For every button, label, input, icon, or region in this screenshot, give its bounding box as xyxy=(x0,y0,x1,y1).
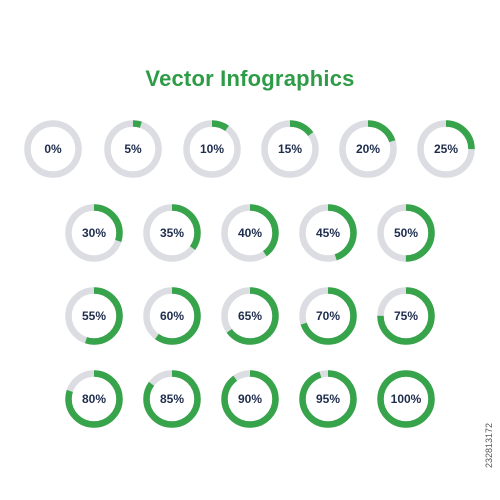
ring-progress-arc xyxy=(261,120,319,178)
ring-label: 15% xyxy=(278,142,302,156)
page-title: Vector Infographics xyxy=(145,66,355,91)
ring-track xyxy=(24,120,82,178)
progress-ring-10: 10% xyxy=(183,120,241,178)
progress-ring-45: 45% xyxy=(299,204,357,262)
ring-progress-arc xyxy=(143,287,201,345)
progress-ring-100: 100% xyxy=(377,370,435,428)
ring-label: 60% xyxy=(160,309,184,323)
ring-label: 75% xyxy=(394,309,418,323)
ring-progress-arc xyxy=(377,370,435,428)
ring-progress-arc xyxy=(299,204,357,262)
progress-ring-25: 25% xyxy=(417,120,475,178)
ring-progress-arc xyxy=(143,370,201,428)
ring-label: 50% xyxy=(394,226,418,240)
ring-progress-arc xyxy=(339,120,397,178)
ring-label: 10% xyxy=(200,142,224,156)
ring-progress-arc xyxy=(377,287,435,345)
ring-label: 90% xyxy=(238,392,262,406)
ring-progress-arc xyxy=(221,370,279,428)
ring-label: 0% xyxy=(44,142,62,156)
progress-ring-15: 15% xyxy=(261,120,319,178)
progress-ring-85: 85% xyxy=(143,370,201,428)
progress-ring-50: 50% xyxy=(377,204,435,262)
progress-ring-20: 20% xyxy=(339,120,397,178)
progress-ring-30: 30% xyxy=(65,204,123,262)
ring-progress-arc xyxy=(417,120,475,178)
ring-label: 20% xyxy=(356,142,380,156)
ring-label: 100% xyxy=(391,392,422,406)
ring-label: 35% xyxy=(160,226,184,240)
ring-label: 5% xyxy=(124,142,142,156)
ring-progress-arc xyxy=(221,287,279,345)
progress-ring-75: 75% xyxy=(377,287,435,345)
ring-progress-arc xyxy=(65,287,123,345)
ring-progress-arc xyxy=(65,370,123,428)
ring-label: 80% xyxy=(82,392,106,406)
progress-ring-90: 90% xyxy=(221,370,279,428)
ring-label: 65% xyxy=(238,309,262,323)
progress-ring-40: 40% xyxy=(221,204,279,262)
ring-progress-arc xyxy=(183,120,241,178)
ring-progress-arc xyxy=(221,204,279,262)
progress-ring-95: 95% xyxy=(299,370,357,428)
progress-ring-60: 60% xyxy=(143,287,201,345)
stock-id-text: 232813172 xyxy=(484,422,494,468)
progress-ring-55: 55% xyxy=(65,287,123,345)
ring-label: 45% xyxy=(316,226,340,240)
ring-progress-arc xyxy=(299,370,357,428)
ring-label: 55% xyxy=(82,309,106,323)
ring-label: 25% xyxy=(434,142,458,156)
ring-label: 95% xyxy=(316,392,340,406)
progress-ring-5: 5% xyxy=(104,120,162,178)
ring-label: 85% xyxy=(160,392,184,406)
ring-progress-arc xyxy=(65,204,123,262)
ring-label: 30% xyxy=(82,226,106,240)
progress-ring-0: 0% xyxy=(24,120,82,178)
progress-ring-70: 70% xyxy=(299,287,357,345)
progress-ring-80: 80% xyxy=(65,370,123,428)
ring-progress-arc xyxy=(104,120,162,178)
ring-label: 70% xyxy=(316,309,340,323)
ring-progress-arc xyxy=(377,204,435,262)
ring-progress-arc xyxy=(299,287,357,345)
progress-ring-35: 35% xyxy=(143,204,201,262)
ring-progress-arc xyxy=(143,204,201,262)
ring-label: 40% xyxy=(238,226,262,240)
progress-ring-65: 65% xyxy=(221,287,279,345)
